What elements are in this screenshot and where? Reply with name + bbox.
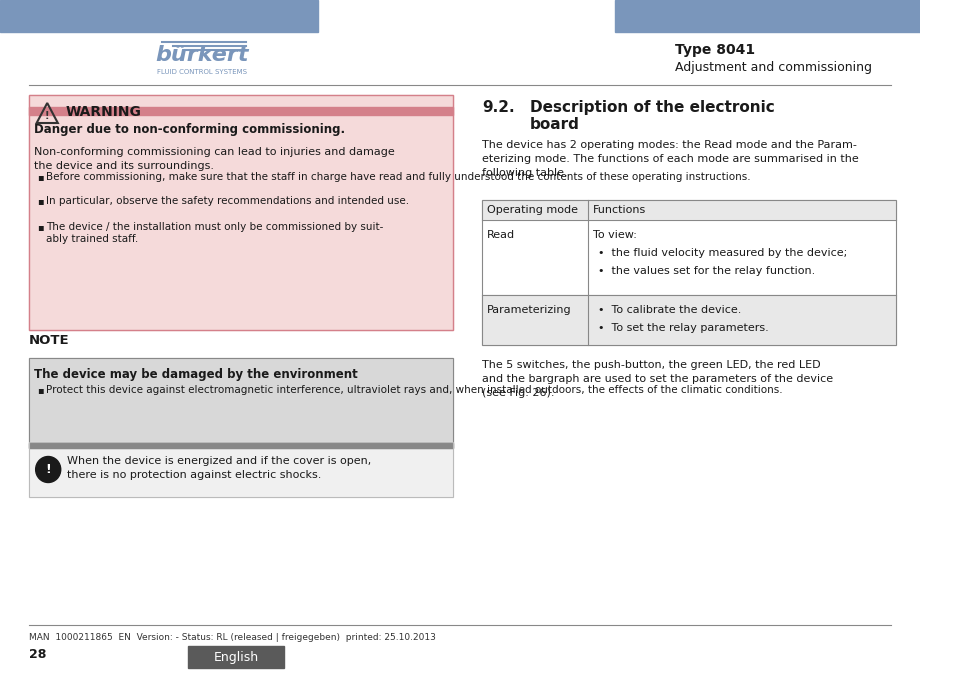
Text: Danger due to non-conforming commissioning.: Danger due to non-conforming commissioni… <box>33 124 344 137</box>
Text: Read: Read <box>486 230 515 240</box>
Text: •  To calibrate the device.: • To calibrate the device. <box>597 305 740 315</box>
Text: ▪: ▪ <box>36 222 43 232</box>
Text: NOTE: NOTE <box>29 334 70 347</box>
Bar <box>29 95 453 330</box>
Bar <box>481 200 896 220</box>
Bar <box>29 442 453 497</box>
Text: The device may be damaged by the environment: The device may be damaged by the environ… <box>33 368 357 381</box>
Bar <box>188 646 284 668</box>
Text: board: board <box>530 117 579 132</box>
Text: Operating mode: Operating mode <box>486 205 578 215</box>
Text: The device / the installation must only be commissioned by suit-
ably trained st: The device / the installation must only … <box>46 222 383 244</box>
Text: •  the values set for the relay function.: • the values set for the relay function. <box>597 266 814 276</box>
Bar <box>481 295 896 345</box>
Text: •  the fluid velocity measured by the device;: • the fluid velocity measured by the dev… <box>597 248 846 258</box>
Text: ▪: ▪ <box>36 196 43 206</box>
Text: bürkert: bürkert <box>155 45 249 65</box>
Text: FLUID CONTROL SYSTEMS: FLUID CONTROL SYSTEMS <box>157 69 247 75</box>
Bar <box>481 200 896 345</box>
Text: !: ! <box>46 463 51 476</box>
Bar <box>615 0 919 32</box>
Text: 28: 28 <box>29 649 47 662</box>
Text: Non-conforming commissioning can lead to injuries and damage
the device and its : Non-conforming commissioning can lead to… <box>33 147 395 171</box>
Bar <box>29 358 453 448</box>
Bar <box>29 442 453 497</box>
Bar <box>29 95 453 330</box>
Circle shape <box>35 456 61 483</box>
Text: The 5 switches, the push-button, the green LED, the red LED
and the bargraph are: The 5 switches, the push-button, the gre… <box>481 360 832 398</box>
Text: !: ! <box>45 111 50 121</box>
Text: Adjustment and commissioning: Adjustment and commissioning <box>674 61 871 75</box>
Text: ▪: ▪ <box>36 172 43 182</box>
Text: MAN  1000211865  EN  Version: - Status: RL (released | freigegeben)  printed: 25: MAN 1000211865 EN Version: - Status: RL … <box>29 633 436 641</box>
Text: Before commissioning, make sure that the staff in charge have read and fully und: Before commissioning, make sure that the… <box>46 172 750 182</box>
Text: 9.2.: 9.2. <box>481 100 514 115</box>
Bar <box>29 443 453 448</box>
Text: The device has 2 operating modes: the Read mode and the Param-
eterizing mode. T: The device has 2 operating modes: the Re… <box>481 140 858 178</box>
Bar <box>0 0 317 32</box>
Text: Functions: Functions <box>592 205 645 215</box>
Text: Parameterizing: Parameterizing <box>486 305 571 315</box>
Text: English: English <box>213 651 258 664</box>
Text: •  To set the relay parameters.: • To set the relay parameters. <box>597 323 767 333</box>
Text: In particular, observe the safety recommendations and intended use.: In particular, observe the safety recomm… <box>46 196 409 206</box>
Text: Protect this device against electromagnetic interference, ultraviolet rays and, : Protect this device against electromagne… <box>46 385 782 395</box>
Text: WARNING: WARNING <box>66 105 141 119</box>
Bar <box>481 220 896 295</box>
Bar <box>29 358 453 448</box>
Bar <box>29 107 453 115</box>
Text: Description of the electronic: Description of the electronic <box>530 100 774 115</box>
Text: ▪: ▪ <box>36 385 43 395</box>
Text: Type 8041: Type 8041 <box>674 43 754 57</box>
Text: When the device is energized and if the cover is open,
there is no protection ag: When the device is energized and if the … <box>68 456 372 480</box>
Text: To view:: To view: <box>592 230 636 240</box>
